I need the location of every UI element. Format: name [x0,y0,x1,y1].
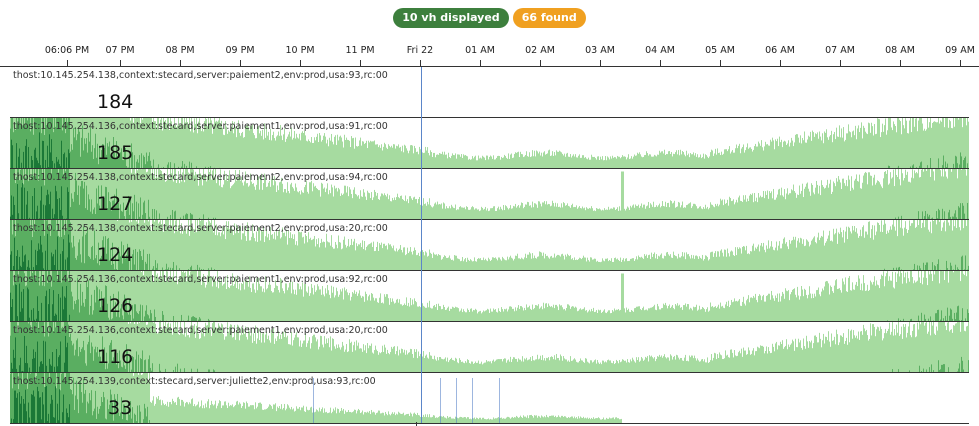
horizon-bars [10,169,969,219]
series-row[interactable]: thost:10.145.254.136,context:stecard,ser… [10,118,969,169]
horizon-bars [10,220,969,270]
axis-tick-label: 09 PM [225,45,255,56]
series-row[interactable]: thost:10.145.254.136,context:stecard,ser… [10,322,969,373]
horizon-bars [10,322,969,372]
horizon-bars [10,271,969,321]
axis-tick-mark [600,60,601,66]
axis-tick-mark [120,60,121,66]
axis-tick-mark [780,60,781,66]
axis-tick-label: 06 AM [765,45,795,56]
axis-tick-mark [360,60,361,66]
axis-tick-label: 01 AM [465,45,495,56]
series-value: 126 [97,295,134,317]
axis-tick-mark [900,60,901,66]
horizon-bars [10,118,969,168]
axis-tick-mark [180,60,181,66]
series-row[interactable]: thost:10.145.254.138,context:stecard,ser… [10,67,969,118]
axis-tick-mark [720,60,721,66]
axis-tick-label: 11 PM [345,45,375,56]
series-row[interactable]: thost:10.145.254.138,context:stecard,ser… [10,220,969,271]
time-cursor-marker [416,422,417,426]
axis-tick-mark [840,60,841,66]
series-value: 33 [108,397,133,419]
series-row[interactable]: thost:10.145.254.136,context:stecard,ser… [10,271,969,322]
axis-tick-label: 08 PM [165,45,195,56]
series-label: thost:10.145.254.136,context:stecard,ser… [13,274,388,285]
axis-tick-label: 07 AM [825,45,855,56]
axis-tick-label: 04 AM [645,45,675,56]
axis-tick-mark [240,60,241,66]
axis-tick-label: 09 AM [945,45,975,56]
axis-tick-mark [300,60,301,66]
axis-tick-mark [420,60,421,66]
series-label: thost:10.145.254.138,context:stecard,ser… [13,70,388,81]
displayed-count-badge[interactable]: 10 vh displayed [393,8,509,28]
series-label: thost:10.145.254.136,context:stecard,ser… [13,325,388,336]
axis-tick-label: 06:06 PM [44,45,90,56]
axis-tick-label: 10 PM [285,45,315,56]
series-value: 124 [97,244,134,266]
found-count-badge[interactable]: 66 found [512,8,586,28]
axis-tick-label: 08 AM [885,45,915,56]
axis-tick-mark [660,60,661,66]
axis-tick-label: 05 AM [705,45,735,56]
axis-tick-mark [67,60,68,66]
time-cursor [421,67,422,423]
axis-tick-label: Fri 22 [406,45,434,56]
series-value: 116 [97,346,134,368]
badge-bar: 10 vh displayed 66 found [0,8,979,28]
time-axis: 06:06 PM 07 PM 08 PM 09 PM 10 PM 11 PM Fri 22 0… [0,38,979,67]
axis-tick-label: 03 AM [585,45,615,56]
series-label: thost:10.145.254.136,context:stecard,ser… [13,121,388,132]
series-value: 184 [97,91,134,113]
axis-tick-label: 07 PM [105,45,135,56]
series-label: thost:10.145.254.139,context:stecard,ser… [13,376,376,387]
series-value: 127 [97,193,134,215]
axis-tick-mark [480,60,481,66]
series-row[interactable]: thost:10.145.254.138,context:stecard,ser… [10,169,969,220]
series-value: 185 [97,142,134,164]
series-row[interactable]: thost:10.145.254.139,context:stecard,ser… [10,373,969,424]
axis-tick-mark [960,60,961,66]
axis-tick-mark [540,60,541,66]
series-label: thost:10.145.254.138,context:stecard,ser… [13,223,388,234]
horizon-bars [10,373,622,423]
series-label: thost:10.145.254.138,context:stecard,ser… [13,172,388,183]
axis-tick-label: 02 AM [525,45,555,56]
